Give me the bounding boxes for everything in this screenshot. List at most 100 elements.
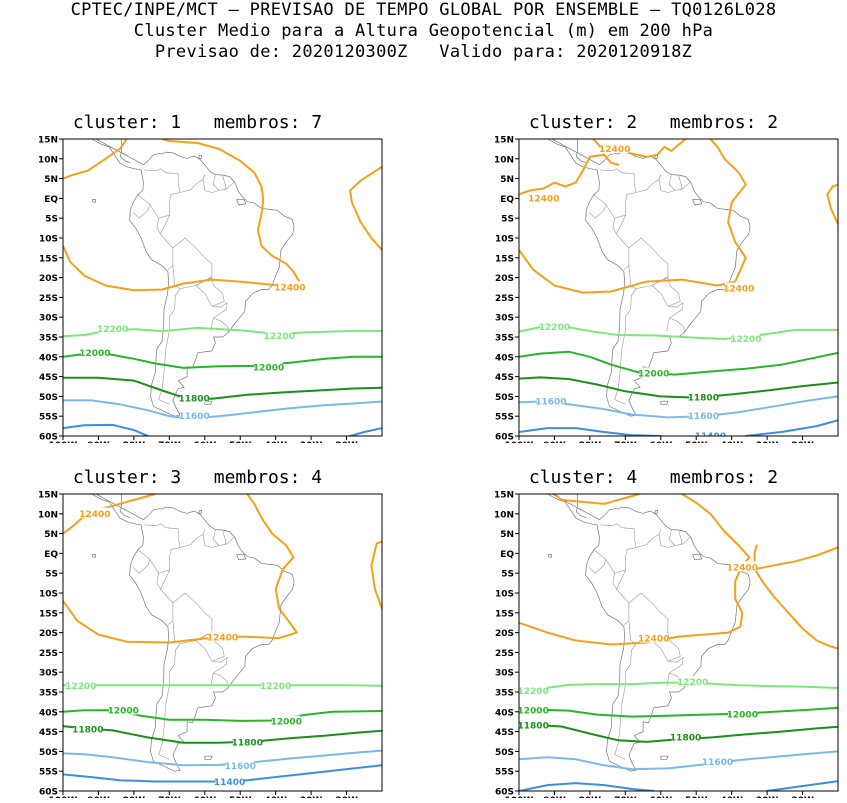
panel-title: cluster: 1 membros: 7 — [72, 112, 323, 133]
lon-tick-label: 80W — [123, 796, 146, 798]
lat-tick-label: EQ — [500, 195, 514, 205]
panel-cluster-2: cluster: 2 membros: 2 12400 12400 12400 122… — [462, 112, 845, 443]
lat-tick-label: 15S — [39, 609, 58, 619]
contour-label: 12000 — [79, 349, 110, 359]
lon-tick-label: 80W — [579, 441, 602, 443]
country-border — [668, 529, 676, 546]
contour-line-12400 — [63, 139, 302, 292]
lon-tick-label: 60W — [650, 441, 673, 443]
island-outline — [116, 468, 151, 474]
country-border — [222, 174, 227, 190]
contour-label-bg — [233, 736, 262, 747]
header-line-2: Cluster Medio para a Altura Geopotencial… — [133, 21, 714, 41]
contour-line-11400 — [766, 780, 838, 791]
map-svg: 12400 12400 12200 12200 12000 12000 11800 11800… — [494, 481, 839, 798]
lat-tick-label: 25S — [39, 294, 58, 304]
lat-tick-label: 45S — [39, 728, 58, 738]
lon-tick-label: 100W — [505, 796, 534, 798]
contour-label-bg — [215, 775, 244, 786]
contour-label-bg — [73, 723, 102, 734]
lat-tick-label: 55S — [39, 413, 58, 423]
lat-tick-label: 10N — [494, 510, 514, 520]
island-outline — [141, 481, 147, 484]
contour-line-12400 — [519, 139, 747, 294]
country-border — [612, 573, 617, 590]
island-outline — [204, 755, 213, 760]
island-outline — [155, 120, 175, 127]
lat-tick-label: 40S — [495, 353, 514, 363]
lat-tick-label: 45S — [495, 373, 514, 383]
island-outline — [636, 481, 641, 483]
country-border — [212, 529, 220, 546]
lat-tick-label: 30S — [495, 314, 514, 324]
lat-tick-label: 20S — [495, 274, 514, 284]
header-line-1: CPTEC/INPE/MCT – PREVISAO DE TEMPO GLOBA… — [70, 0, 777, 20]
island-outline — [660, 755, 669, 760]
lat-tick-label: 5N — [44, 175, 58, 185]
lat-tick-label: 35S — [495, 689, 514, 699]
contour-line-12400 — [826, 183, 838, 226]
contour-label-bg — [689, 410, 718, 421]
lon-tick-label: 90W — [87, 441, 110, 443]
lat-tick-label: 10N — [38, 510, 58, 520]
contour-label-bg — [80, 507, 109, 518]
coastline-central-america — [576, 494, 587, 519]
contour-line-12200 — [519, 681, 838, 691]
contour-label: 11800 — [688, 394, 719, 404]
panel-cluster-3: cluster: 3 membros: 4 12400 12400 12200 122… — [6, 468, 389, 798]
panel-title: cluster: 2 membros: 2 — [528, 112, 779, 133]
lat-tick-label: 15S — [39, 254, 58, 264]
island-outline — [197, 155, 203, 160]
contour-line-12000 — [519, 706, 838, 718]
coastline-central-america — [120, 494, 131, 519]
country-border — [628, 592, 669, 645]
contour-line-12400 — [63, 494, 298, 644]
country-border — [212, 174, 220, 191]
contour-label-bg — [109, 704, 138, 715]
contour-label-bg — [540, 321, 569, 332]
contour-label: 12200 — [518, 687, 549, 697]
lon-tick-label: 70W — [614, 441, 637, 443]
map-svg: 12400 12200 12200 12000 12000 11800 11600 15N 10… — [38, 120, 383, 443]
country-border — [593, 547, 637, 574]
lat-tick-label: 55S — [495, 768, 514, 778]
contour-line-12400 — [519, 494, 751, 646]
lat-tick-label: 15N — [38, 491, 58, 501]
country-border — [635, 529, 662, 548]
lat-tick-label: 15N — [38, 136, 58, 146]
lat-tick-label: 40S — [39, 708, 58, 718]
map-frame — [518, 138, 839, 437]
panel-title: cluster: 4 membros: 2 — [528, 467, 779, 488]
contour-label: 11800 — [232, 738, 263, 748]
island-outline — [692, 198, 703, 206]
contour-label-bg — [696, 430, 725, 436]
country-border — [160, 569, 174, 625]
lon-tick-label: 100W — [505, 441, 534, 443]
contour-label: 11400 — [214, 778, 245, 788]
contour-label: 12400 — [727, 563, 758, 573]
contour-label: 12000 — [271, 718, 302, 728]
lon-tick-label: 20W — [335, 441, 358, 443]
contour-label: 12400 — [599, 145, 630, 155]
contour-line-12400 — [349, 165, 382, 251]
lat-tick-label: 10S — [495, 235, 514, 245]
country-border — [156, 573, 161, 590]
country-border — [600, 523, 637, 548]
contour-line-11800 — [63, 725, 382, 744]
map-frame — [62, 138, 383, 437]
lon-tick-label: 30W — [756, 441, 779, 443]
island-outline — [572, 113, 607, 119]
contour-line-11800 — [519, 724, 838, 743]
contour-label: 12400 — [207, 633, 238, 643]
contour-line-12000 — [63, 709, 382, 722]
lon-tick-label: 90W — [87, 796, 110, 798]
contour-label: 11600 — [688, 412, 719, 422]
island-outline — [547, 554, 552, 558]
lat-tick-label: 20S — [39, 274, 58, 284]
country-border — [132, 559, 151, 574]
map-svg: 12400 12400 12200 12200 12000 12000 11800 11800… — [38, 468, 383, 798]
lat-tick-label: 50S — [495, 748, 514, 758]
island-outline — [636, 126, 641, 128]
contour-label-bg — [519, 719, 548, 730]
contour-label-bg — [731, 332, 760, 343]
